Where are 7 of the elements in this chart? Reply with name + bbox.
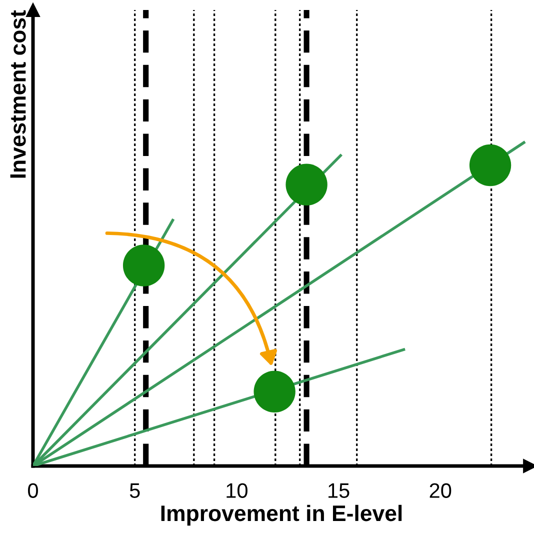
x-tick-label: 15 — [328, 483, 350, 498]
x-tick-label: 5 — [130, 483, 140, 498]
x-tick-label: 20 — [430, 483, 452, 498]
x-tick-label: 10 — [226, 483, 248, 498]
x-tick-label: 0 — [28, 483, 38, 498]
y-axis-title: Investment cost — [10, 10, 26, 178]
x-axis-title: Improvement in E-level — [161, 504, 402, 526]
